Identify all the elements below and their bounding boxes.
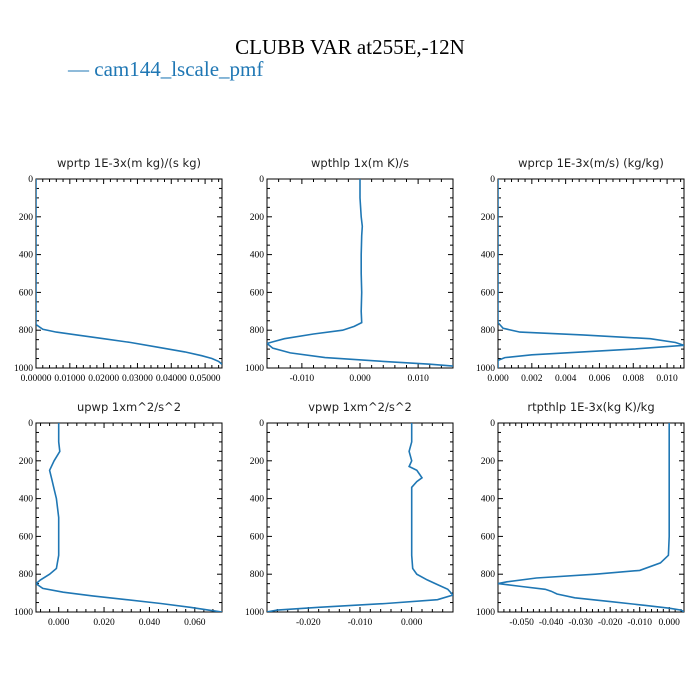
y-tick-label: 600 <box>481 288 496 298</box>
y-tick-label: 600 <box>19 288 34 298</box>
panel-title: upwp 1xm^2/s^2 <box>77 400 181 414</box>
y-tick-label: 400 <box>19 251 34 261</box>
series-line <box>267 179 453 367</box>
y-tick-label: 200 <box>19 213 34 223</box>
y-tick-label: 400 <box>250 495 265 505</box>
x-tick-label: 0.03000 <box>122 374 153 384</box>
y-tick-label: 600 <box>481 532 496 542</box>
x-tick-label: -0.010 <box>627 618 652 628</box>
series-line <box>36 423 222 612</box>
y-tick-label: 0 <box>490 175 495 185</box>
y-tick-label: 200 <box>250 457 265 467</box>
x-tick-label: 0.000 <box>659 618 681 628</box>
y-tick-label: 1000 <box>245 364 264 374</box>
y-tick-label: 0 <box>490 419 495 429</box>
x-tick-label: 0.020 <box>93 618 115 628</box>
y-tick-label: 800 <box>19 326 34 336</box>
x-tick-label: 0.010 <box>656 374 678 384</box>
x-tick-label: 0.02000 <box>88 374 119 384</box>
y-tick-label: 400 <box>481 251 496 261</box>
x-tick-label: -0.020 <box>598 618 623 628</box>
y-tick-label: 600 <box>19 532 34 542</box>
x-tick-label: 0.00000 <box>21 374 52 384</box>
legend-label: cam144_lscale_pmf <box>94 57 264 81</box>
x-tick-label: 0.01000 <box>54 374 85 384</box>
x-tick-label: -0.030 <box>568 618 593 628</box>
y-tick-label: 1000 <box>14 608 33 618</box>
y-tick-label: 600 <box>250 532 265 542</box>
x-tick-label: 0.060 <box>184 618 206 628</box>
y-tick-label: 400 <box>19 495 34 505</box>
figure-title: CLUBB VAR at255E,-12N <box>235 35 465 59</box>
panel-frame <box>35 178 223 369</box>
x-tick-label: 0.002 <box>521 374 543 384</box>
y-tick-label: 200 <box>481 457 496 467</box>
y-tick-label: 600 <box>250 288 265 298</box>
x-tick-label: 0.000 <box>48 618 70 628</box>
panel-title: wprtp 1E-3x(m kg)/(s kg) <box>57 156 201 170</box>
y-tick-label: 0 <box>28 419 33 429</box>
y-tick-label: 1000 <box>476 608 495 618</box>
y-tick-label: 800 <box>481 570 496 580</box>
y-tick-label: 0 <box>259 175 264 185</box>
x-tick-label: 0.006 <box>589 374 611 384</box>
x-tick-label: 0.000 <box>349 374 371 384</box>
y-tick-label: 800 <box>19 570 34 580</box>
panel-frame <box>35 422 223 613</box>
x-tick-label: -0.020 <box>296 618 321 628</box>
x-tick-label: -0.040 <box>539 618 564 628</box>
series-line <box>36 179 222 365</box>
x-tick-label: 0.05000 <box>190 374 221 384</box>
x-tick-label: 0.000 <box>487 374 509 384</box>
x-tick-label: 0.000 <box>401 618 423 628</box>
x-tick-label: 0.004 <box>555 374 577 384</box>
series-line <box>498 179 684 368</box>
y-tick-label: 400 <box>250 251 265 261</box>
y-tick-label: 200 <box>19 457 34 467</box>
y-tick-label: 800 <box>481 326 496 336</box>
x-tick-label: 0.04000 <box>156 374 187 384</box>
x-tick-label: 0.040 <box>139 618 161 628</box>
x-tick-label: 0.008 <box>623 374 645 384</box>
x-tick-label: -0.050 <box>509 618 534 628</box>
y-tick-label: 200 <box>481 213 496 223</box>
y-tick-label: 0 <box>28 175 33 185</box>
y-tick-label: 800 <box>250 570 265 580</box>
y-tick-label: 800 <box>250 326 265 336</box>
panel-frame <box>497 422 685 613</box>
y-tick-label: 1000 <box>476 364 495 374</box>
panel-title: wprcp 1E-3x(m/s) (kg/kg) <box>518 156 664 170</box>
x-tick-label: -0.010 <box>348 618 373 628</box>
series-line <box>267 423 453 612</box>
x-tick-label: 0.010 <box>407 374 429 384</box>
panel-title: wpthlp 1x(m K)/s <box>311 156 409 170</box>
panel-title: vpwp 1xm^2/s^2 <box>308 400 412 414</box>
legend-entry: — cam144_lscale_pmf <box>68 57 263 82</box>
panel-frame <box>266 422 454 613</box>
y-tick-label: 400 <box>481 495 496 505</box>
panel-title: rtpthlp 1E-3x(kg K)/kg <box>527 400 654 414</box>
y-tick-label: 200 <box>250 213 265 223</box>
y-tick-label: 1000 <box>14 364 33 374</box>
series-line <box>498 423 684 612</box>
y-tick-label: 0 <box>259 419 264 429</box>
x-tick-label: -0.010 <box>290 374 315 384</box>
y-tick-label: 1000 <box>245 608 264 618</box>
legend-line-icon: — <box>68 57 95 81</box>
